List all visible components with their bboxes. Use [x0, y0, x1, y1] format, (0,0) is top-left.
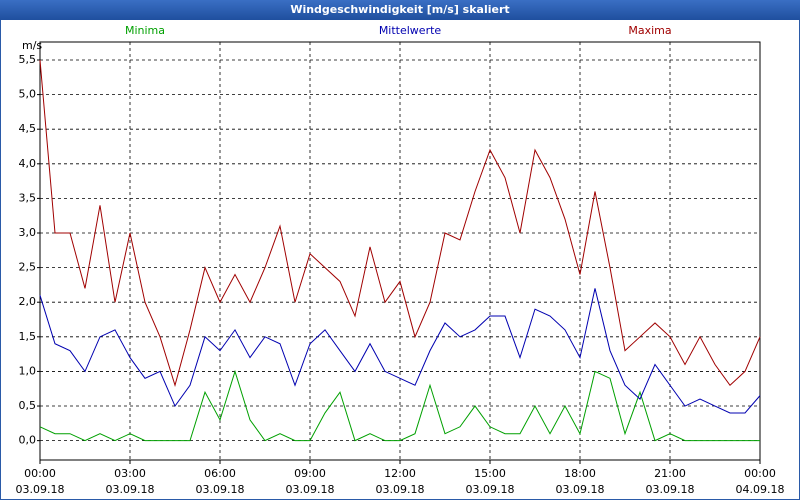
- y-tick-label: 4,0: [19, 157, 37, 170]
- y-tick-label: 5,0: [19, 88, 37, 101]
- chart-title: Windgeschwindigkeit [m/s] skaliert: [290, 3, 509, 16]
- x-tick-label: 18:00 03.09.18: [556, 467, 605, 496]
- x-tick-label: 15:00 03.09.18: [466, 467, 515, 496]
- x-tick-label: 00:00 03.09.18: [16, 467, 65, 496]
- y-tick-label: 0,0: [19, 434, 37, 447]
- legend-entry: Mittelwerte: [379, 24, 442, 37]
- x-tick-label: 12:00 03.09.18: [376, 467, 425, 496]
- y-axis-label: m/s: [22, 39, 42, 52]
- y-tick-label: 1,5: [19, 330, 37, 343]
- y-tick-label: 3,5: [19, 191, 37, 204]
- series-line: [39, 288, 761, 414]
- x-tick-label: 21:00 03.09.18: [646, 467, 695, 496]
- y-tick-label: 2,0: [19, 295, 37, 308]
- y-tick-label: 1,0: [19, 364, 37, 377]
- y-tick-label: 3,0: [19, 226, 37, 239]
- y-tick-label: 0,5: [19, 399, 37, 412]
- legend-entry: Minima: [125, 24, 165, 37]
- title-bar: [0, 0, 800, 20]
- x-tick-label: 03:00 03.09.18: [106, 467, 155, 496]
- series-line: [39, 59, 761, 388]
- x-tick-label: 00:00 04.09.18: [736, 467, 785, 496]
- x-tick-label: 06:00 03.09.18: [196, 467, 245, 496]
- y-tick-label: 5,5: [19, 53, 37, 66]
- y-tick-label: 4,5: [19, 122, 37, 135]
- x-tick-label: 09:00 03.09.18: [286, 467, 335, 496]
- y-tick-label: 2,5: [19, 261, 37, 274]
- series-line: [39, 369, 760, 442]
- legend-entry: Maxima: [628, 24, 671, 37]
